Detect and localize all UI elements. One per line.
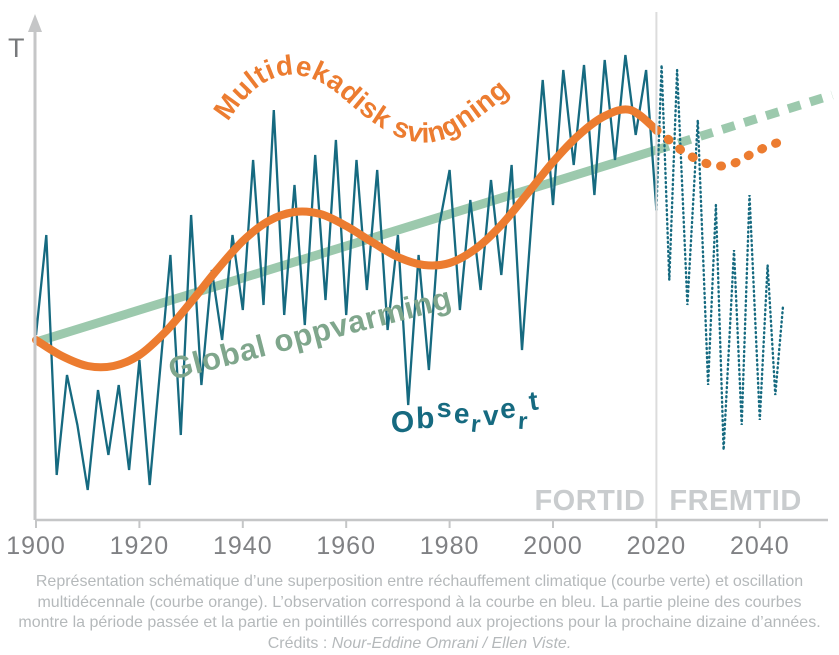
observed-line-past (34, 54, 658, 491)
x-tick-label-1960: 1960 (316, 532, 376, 560)
caption-text: Représentation schématique d’une superpo… (18, 573, 821, 631)
axes: 1900 1920 1940 1960 1980 2000 2020 2040 (6, 14, 828, 560)
oscillation-curve-past (32, 105, 661, 372)
observed-line-future (655, 64, 785, 451)
caption-credits: Nour-Eddine Omrani / Ellen Viste. (331, 634, 572, 652)
observed-label-letter: e (452, 397, 471, 430)
y-axis-label: T (8, 33, 25, 63)
observed-label: Observert (389, 386, 540, 445)
observed-label-letter: r (516, 407, 529, 436)
caption-credits-label: Crédits : (267, 634, 332, 652)
observed-label-letter: v (482, 399, 499, 432)
caption: Représentation schématique d’une superpo… (11, 572, 829, 654)
climate-chart: 1900 1920 1940 1960 1980 2000 2020 2040 T FORTI… (6, 12, 834, 560)
x-tick-label-2000: 2000 (523, 532, 583, 560)
period-past-label: FORTID (534, 485, 645, 517)
observed-label-letter: s (436, 393, 452, 423)
observed-label-letter: e (498, 392, 518, 425)
x-tick-label-1920: 1920 (110, 532, 170, 560)
x-tick-label-1940: 1940 (213, 532, 273, 560)
curves (32, 54, 834, 491)
oscillation-curve-future (651, 125, 785, 171)
observed-label-letter: b (415, 401, 436, 436)
observed-label-letter: O (389, 405, 416, 440)
oscillation-label: Multidekadisk svingning (207, 49, 514, 149)
observed-label-letter: r (469, 410, 483, 439)
warming-line-past (34, 145, 658, 347)
x-tick-label-2020: 2020 (627, 532, 687, 560)
x-tick-label-1980: 1980 (420, 532, 480, 560)
x-tick-label-1900: 1900 (6, 532, 66, 560)
x-tick-label-2040: 2040 (730, 532, 790, 560)
y-axis-arrow-icon (28, 14, 42, 32)
oscillation-label-text: Multidekadisk svingning (207, 49, 514, 149)
period-future-label: FREMTID (669, 485, 801, 517)
warming-line-future (655, 90, 834, 155)
